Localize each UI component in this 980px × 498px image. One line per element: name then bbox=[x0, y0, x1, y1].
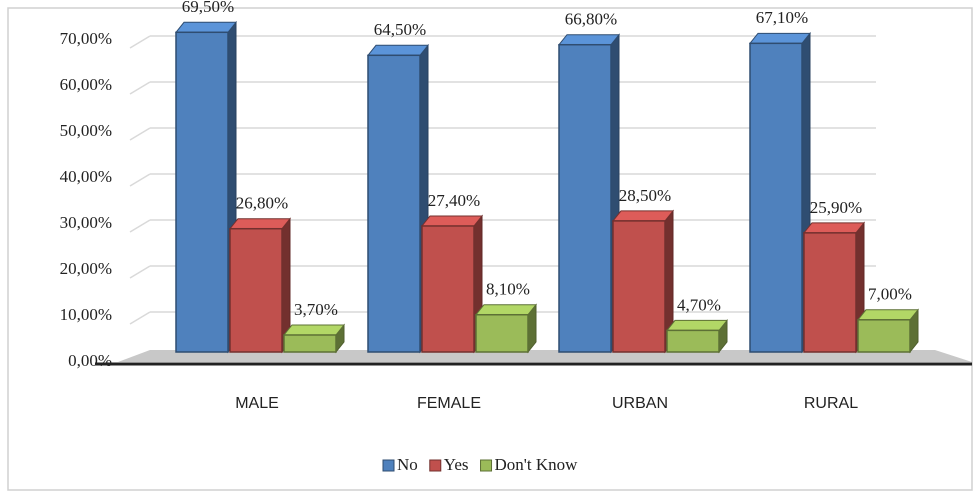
grid-line bbox=[129, 81, 151, 95]
bar-top bbox=[856, 309, 920, 321]
bar-top bbox=[282, 324, 346, 336]
y-tick-label: 10,00% bbox=[60, 305, 112, 324]
bar-top bbox=[611, 210, 675, 222]
legend-label: No bbox=[397, 455, 418, 474]
bar-top bbox=[557, 34, 621, 46]
bar bbox=[666, 329, 720, 353]
bar bbox=[229, 227, 283, 353]
grid-line bbox=[129, 173, 151, 187]
bar-top bbox=[665, 319, 729, 331]
floor bbox=[118, 350, 972, 362]
bar bbox=[475, 313, 529, 353]
bar bbox=[749, 42, 803, 353]
bar bbox=[421, 225, 475, 353]
data-label: 67,10% bbox=[756, 8, 808, 27]
data-label: 28,50% bbox=[619, 186, 671, 205]
bar bbox=[857, 319, 911, 353]
x-tick-label: MALE bbox=[235, 395, 279, 412]
x-tick-label: URBAN bbox=[612, 395, 668, 412]
bar-top bbox=[474, 304, 538, 316]
grid-line bbox=[129, 311, 151, 325]
grid-line bbox=[129, 35, 151, 49]
data-label: 26,80% bbox=[236, 194, 288, 213]
bar-top bbox=[366, 44, 430, 56]
legend-swatch bbox=[480, 459, 493, 472]
bar bbox=[283, 334, 337, 353]
data-label: 3,70% bbox=[294, 300, 338, 319]
y-tick-label: 70,00% bbox=[60, 29, 112, 48]
bar bbox=[175, 31, 229, 353]
bar bbox=[803, 232, 857, 353]
legend-swatch bbox=[382, 459, 395, 472]
bar bbox=[558, 43, 612, 353]
data-label: 25,90% bbox=[810, 198, 862, 217]
grid-line bbox=[129, 127, 151, 141]
x-tick-label: FEMALE bbox=[417, 395, 481, 412]
grid-line bbox=[129, 265, 151, 279]
y-tick-label: 0,00% bbox=[68, 351, 112, 370]
legend-swatch bbox=[429, 459, 442, 472]
data-label: 8,10% bbox=[486, 280, 530, 299]
bar-top bbox=[420, 215, 484, 227]
x-tick-label: RURAL bbox=[804, 395, 858, 412]
y-tick-label: 60,00% bbox=[60, 75, 112, 94]
data-label: 69,50% bbox=[182, 0, 234, 16]
bar-top bbox=[802, 222, 866, 234]
grid-line bbox=[129, 219, 151, 233]
data-label: 64,50% bbox=[374, 20, 426, 39]
y-tick-label: 30,00% bbox=[60, 213, 112, 232]
bar-top bbox=[748, 32, 812, 44]
legend-label: Yes bbox=[444, 455, 469, 474]
bar-top bbox=[228, 218, 292, 230]
data-label: 66,80% bbox=[565, 10, 617, 29]
bar-top bbox=[174, 21, 238, 33]
legend-label: Don't Know bbox=[495, 455, 579, 474]
data-label: 4,70% bbox=[677, 295, 721, 314]
bar bbox=[367, 54, 421, 353]
bar bbox=[612, 220, 666, 353]
y-tick-label: 40,00% bbox=[60, 167, 112, 186]
data-label: 7,00% bbox=[868, 285, 912, 304]
y-tick-label: 20,00% bbox=[60, 259, 112, 278]
y-tick-label: 50,00% bbox=[60, 121, 112, 140]
data-label: 27,40% bbox=[428, 191, 480, 210]
